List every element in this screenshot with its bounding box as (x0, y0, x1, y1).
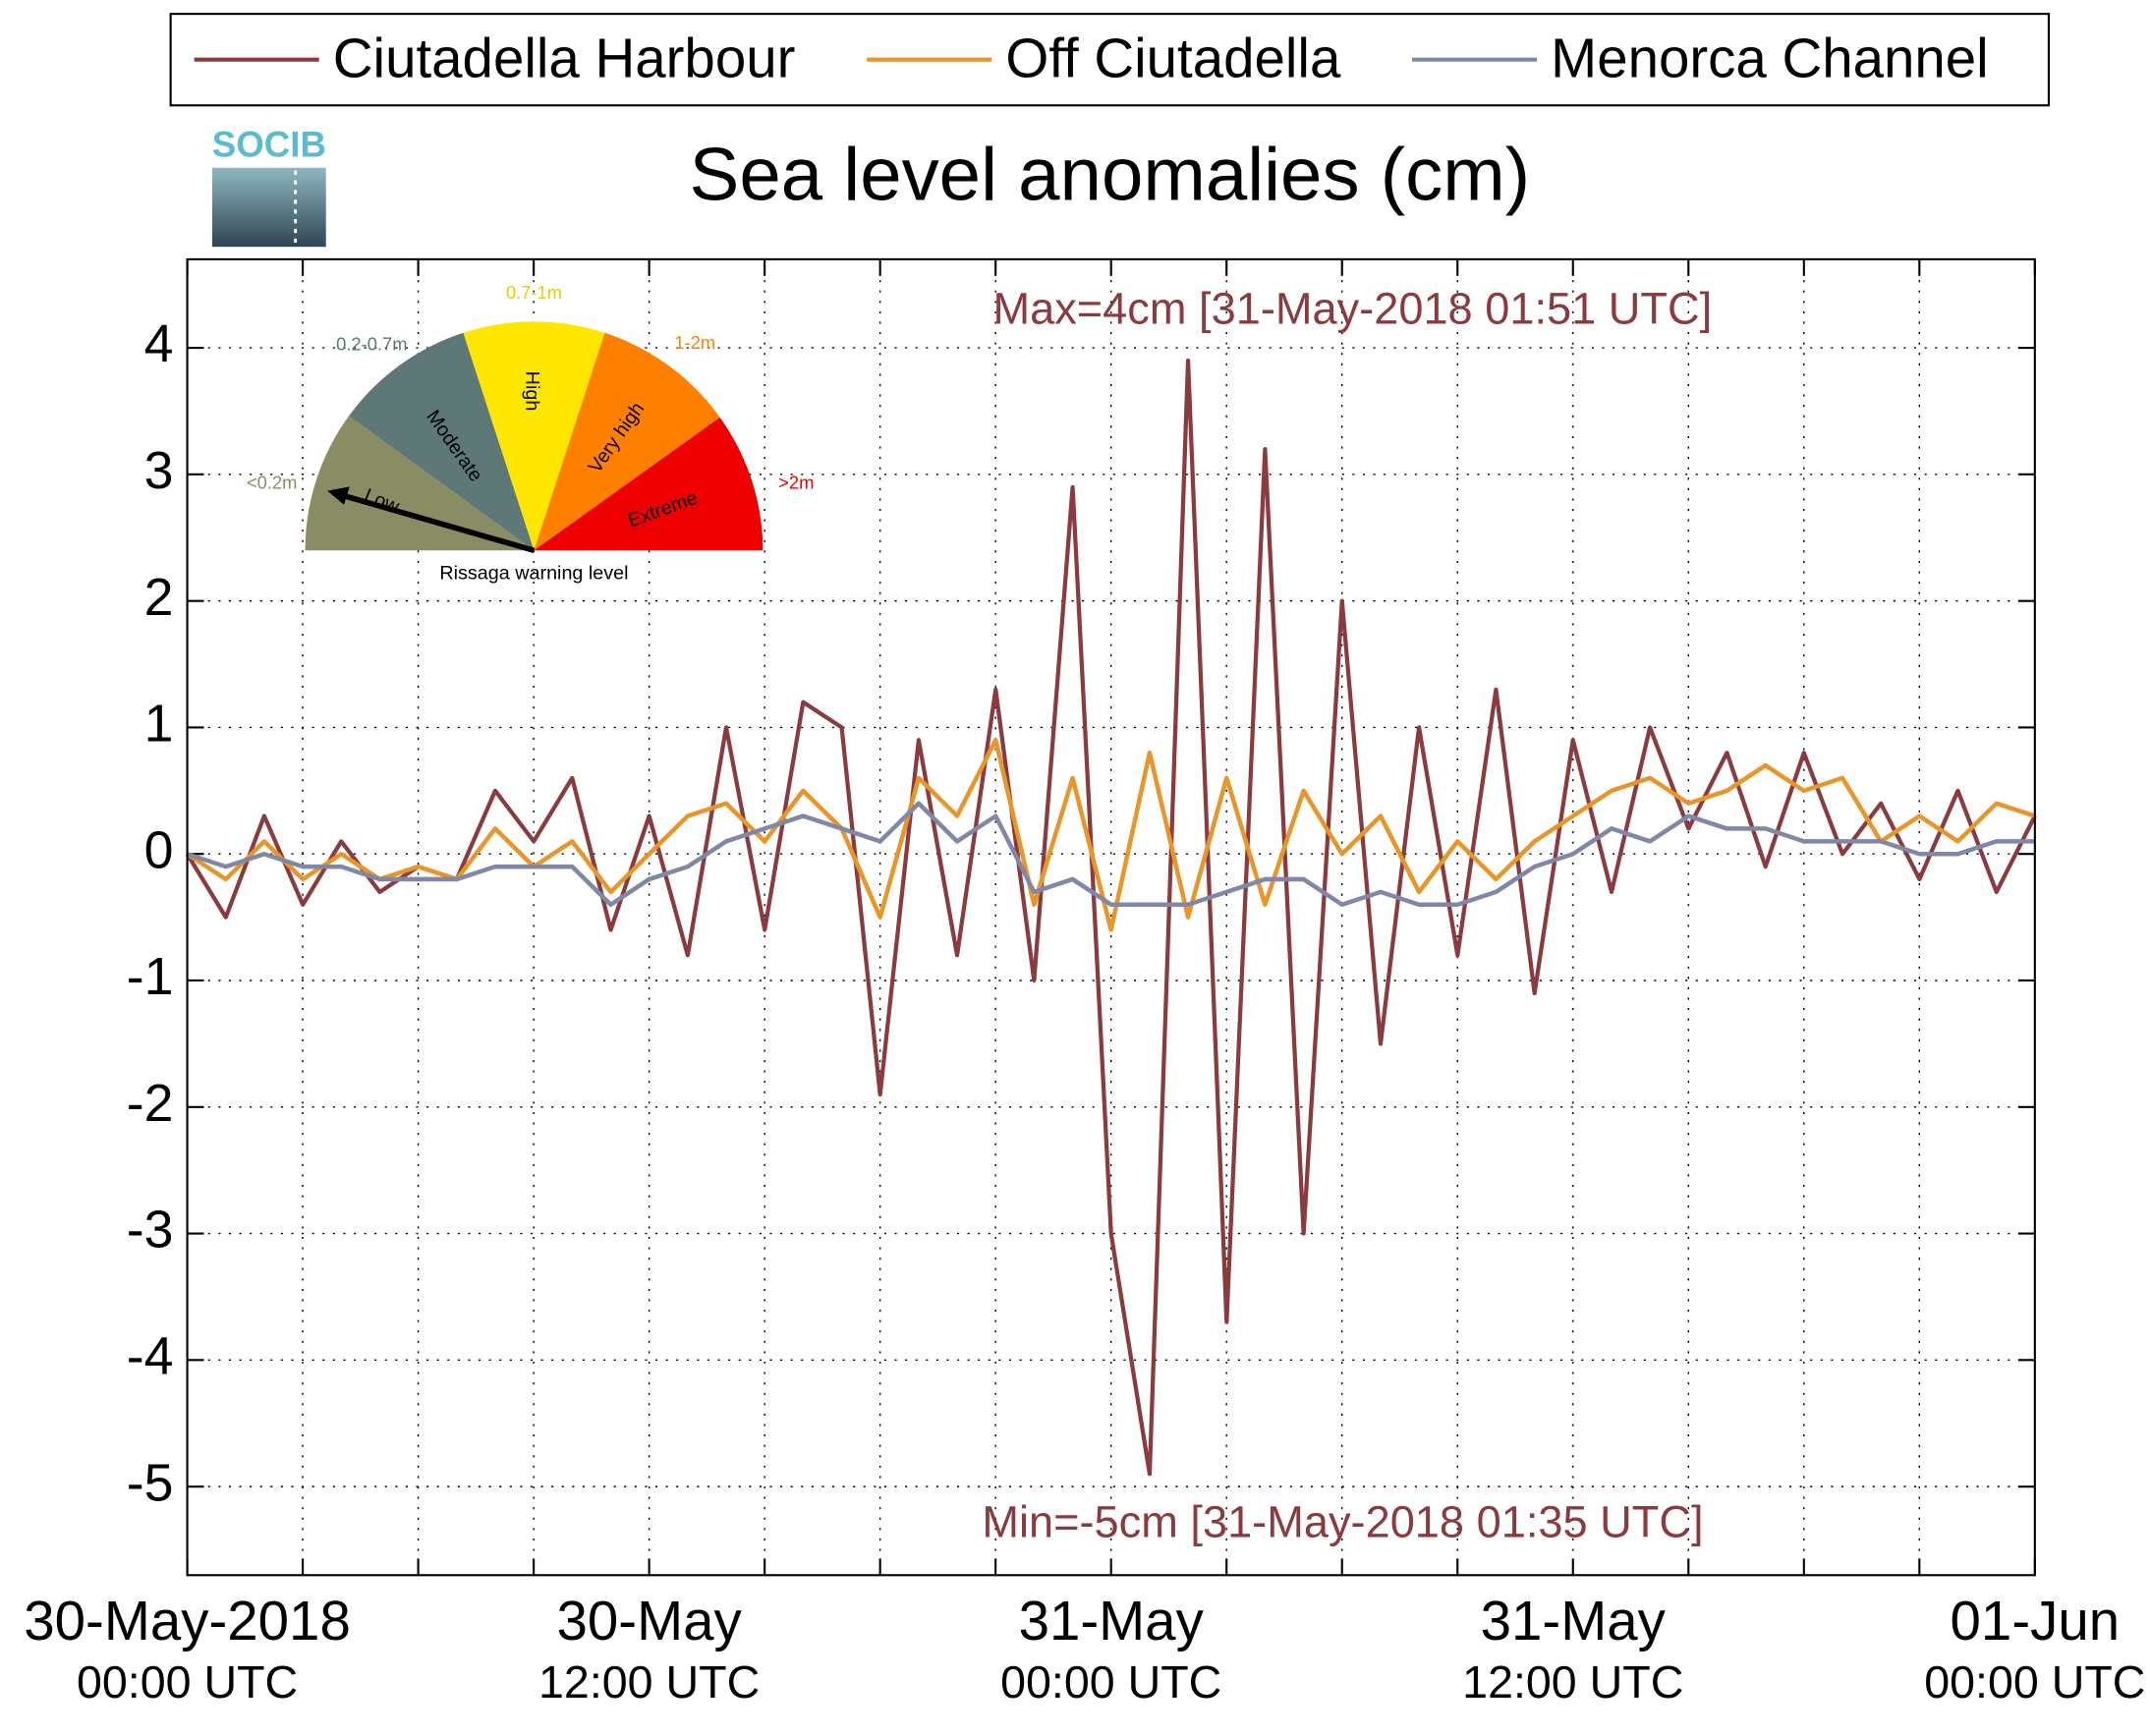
gauge-sector (463, 321, 605, 551)
y-tick-label: -5 (127, 1453, 174, 1512)
range-label: <0.2m (247, 472, 297, 492)
gauge-sector (349, 332, 535, 551)
gauge-sector (534, 332, 720, 551)
logo-text: SOCIB (212, 124, 326, 164)
plot: -5 -4 -3 -2 -1 0 1 2 3 4 30-May-2018 00:00 UTC 30-Ma… (24, 257, 2145, 1708)
legend-box (169, 13, 2051, 107)
x-tick-label: 31-May 00:00 UTC (1000, 1590, 1221, 1708)
logo: SOCIB (211, 124, 326, 248)
range-label: 0.7-1m (506, 282, 562, 303)
legend-label: Off Ciutadella (1005, 27, 1341, 88)
gauge-sector (305, 416, 535, 551)
range-label: >2m (778, 472, 814, 492)
annotation: Max=4cm [31-May-2018 01:51 UTC] (992, 283, 1712, 333)
y-tick-label: 2 (144, 568, 174, 627)
plot-frame (186, 257, 2036, 1577)
y-tick-label: 4 (144, 314, 174, 373)
needle-head (327, 486, 350, 505)
series-line (185, 358, 2037, 1477)
chart-title: Sea level anomalies (cm) (689, 134, 1530, 217)
y-tick-label: 3 (144, 441, 174, 500)
y-tick-label: 0 (144, 820, 174, 879)
warning-gauge: <0.2m 0.2-0.7m 0.7-1m 1-2m >2m Low Moder… (247, 282, 814, 584)
gauge-sector (534, 417, 764, 551)
legend-label: Menorca Channel (1551, 27, 1989, 88)
series-line (186, 801, 2035, 908)
x-tick-label: 01-Jun 00:00 UTC (1924, 1590, 2145, 1708)
range-label: 0.2-0.7m (336, 333, 407, 354)
y-tick-label: 1 (144, 695, 174, 754)
y-tick-label: -3 (127, 1201, 174, 1260)
x-tick-label: 30-May 12:00 UTC (538, 1590, 760, 1708)
y-tick-label: -1 (127, 947, 174, 1006)
annotation: Min=-5cm [31-May-2018 01:35 UTC] (982, 1496, 1703, 1546)
series-line (186, 737, 2036, 932)
y-tick-label: -4 (127, 1327, 174, 1386)
gauge-caption: Rissaga warning level (439, 563, 628, 585)
x-tick-label: 31-May 12:00 UTC (1462, 1590, 1683, 1708)
level-label: High (521, 371, 542, 412)
needle (340, 492, 536, 554)
range-label: 1-2m (674, 332, 715, 353)
y-tick-label: -2 (127, 1074, 174, 1133)
legend-label: Ciutadella Harbour (333, 27, 796, 88)
logo-block (211, 167, 326, 248)
x-tick-label: 30-May-2018 00:00 UTC (24, 1590, 351, 1708)
